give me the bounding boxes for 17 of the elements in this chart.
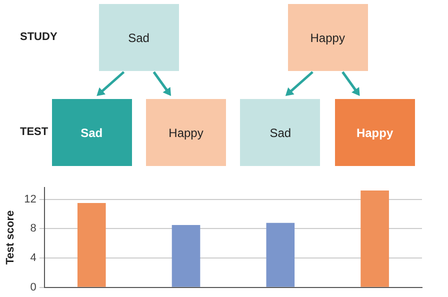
x-tick-label: Sad — [240, 99, 320, 166]
x-tick-label: Sad — [52, 99, 132, 166]
y-tick-label: 4 — [30, 252, 36, 264]
x-tick-label: Happy — [334, 99, 415, 166]
text: Sad — [98, 4, 179, 71]
bar — [77, 203, 106, 287]
text: Happy — [288, 4, 368, 71]
y-tick-label: 0 — [30, 281, 36, 294]
x-tick-label: Happy — [146, 99, 226, 166]
x-axis-title: TEST — [20, 126, 48, 138]
y-tick-label: 12 — [24, 193, 36, 206]
y-tick-label: 8 — [30, 222, 36, 235]
bar — [360, 190, 389, 287]
y-axis-title: Test score — [4, 210, 17, 265]
bar — [266, 222, 295, 287]
text: STUDY — [20, 31, 58, 43]
bar — [172, 225, 200, 287]
